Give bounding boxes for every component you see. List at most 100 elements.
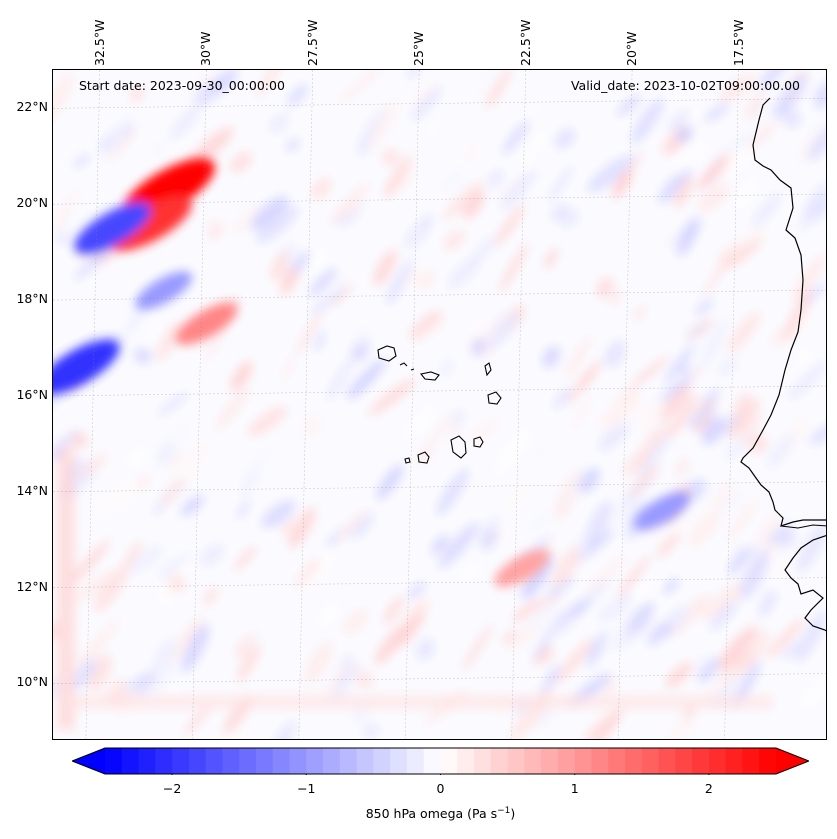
omega-texture-blob [546, 575, 574, 600]
omega-texture-blob [187, 127, 234, 168]
omega-texture-blob [181, 624, 210, 672]
omega-texture-blob [574, 328, 612, 377]
omega-texture-blob [604, 339, 626, 368]
omega-texture-blob [603, 400, 642, 431]
omega-texture-blob [766, 433, 794, 469]
map-canvas [53, 70, 826, 739]
omega-texture-blob [426, 87, 454, 117]
omega-texture-blob [309, 267, 337, 297]
colorbar-segment [524, 748, 542, 774]
omega-texture-blob [367, 98, 400, 150]
omega-texture-blob [542, 346, 561, 368]
omega-texture-blob [415, 638, 435, 661]
omega-texture-blob [502, 120, 530, 155]
omega-texture-blob [749, 433, 768, 454]
omega-texture-blob [612, 169, 633, 199]
omega-texture-blob [195, 218, 218, 247]
omega-texture-blob [330, 284, 353, 306]
omega-texture-blob [168, 574, 186, 593]
omega-texture-blob [790, 345, 812, 386]
omega-texture-blob [431, 534, 449, 555]
omega-texture-blob [671, 393, 698, 433]
colorbar-tick-label: 1 [570, 781, 579, 796]
omega-texture-blob [739, 414, 764, 447]
omega-texture-blob [466, 322, 484, 337]
omega-texture-blob [770, 548, 801, 581]
omega-texture-blob [78, 453, 108, 479]
omega-texture-blob [748, 225, 766, 243]
omega-texture-blob [88, 653, 112, 691]
omega-texture-blob [639, 396, 664, 432]
colorbar-segment [490, 748, 509, 774]
omega-texture-blob [304, 641, 334, 684]
omega-texture-blob [784, 286, 812, 341]
omega-texture-blob [343, 609, 369, 635]
omega-texture-blob [678, 362, 693, 377]
colorbar-segment [423, 748, 441, 774]
omega-texture-blob [426, 118, 442, 137]
omega-texture-blob [255, 70, 283, 98]
omega-feature-descent-18n [135, 271, 193, 310]
omega-texture-blob [447, 255, 482, 289]
omega-texture-blob [752, 192, 782, 228]
omega-texture-blob [627, 463, 661, 498]
lon-tick-label: 30°W [198, 31, 214, 66]
map-area [52, 69, 827, 740]
colorbar-segment [356, 748, 374, 774]
omega-texture-blob [214, 387, 250, 431]
colorbar-segment [323, 748, 341, 774]
omega-texture-blob [386, 259, 414, 305]
omega-texture-blob [689, 511, 721, 547]
colorbar-segment [675, 748, 693, 774]
omega-texture-blob [746, 121, 777, 152]
omega-texture-blob [676, 217, 700, 256]
omega-texture-blob [729, 545, 756, 575]
omega-texture-blob [809, 421, 826, 445]
colorbar [72, 747, 809, 775]
omega-texture-blob [578, 468, 600, 493]
omega-texture-blob [438, 522, 480, 569]
omega-texture-blob [473, 235, 497, 262]
omega-texture-blob [70, 658, 97, 690]
omega-texture-blob [245, 613, 294, 651]
omega-texture-blob [126, 446, 146, 470]
omega-texture-blob [796, 521, 826, 574]
colorbar-tick-label: −2 [162, 781, 182, 796]
omega-texture-blob [403, 219, 432, 249]
omega-texture-blob [122, 388, 160, 424]
omega-texture-blob [236, 501, 251, 519]
omega-texture-blob [783, 109, 801, 128]
colorbar-segment [105, 748, 123, 774]
omega-texture-blob [352, 323, 374, 346]
omega-texture-blob [795, 610, 826, 663]
omega-texture-blob [687, 321, 706, 339]
parallel-line [53, 385, 826, 397]
omega-texture-blob [548, 614, 575, 637]
omega-texture-blob [597, 422, 630, 452]
omega-texture-blob [300, 415, 322, 439]
lat-tick-label: 14°N [16, 482, 48, 498]
omega-texture-blob [668, 109, 689, 132]
omega-texture-blob [622, 451, 648, 476]
omega-feature-ascent-band-17n [175, 303, 238, 345]
omega-texture-blob [801, 667, 826, 710]
omega-texture-blob [441, 169, 463, 193]
colorbar-segment [289, 748, 307, 774]
omega-texture-blob [734, 176, 758, 208]
omega-texture-blob [550, 204, 569, 220]
colorbar-segment [457, 748, 475, 774]
omega-texture-blob [728, 398, 761, 438]
omega-texture-blob [656, 533, 681, 558]
omega-texture-blob [584, 249, 608, 271]
omega-texture-blob [457, 562, 483, 586]
lon-tick-label: 17.5°W [730, 19, 746, 66]
omega-texture-blob [485, 70, 512, 110]
omega-texture-blob [240, 464, 261, 500]
omega-texture-blob [362, 722, 380, 739]
omega-texture-blob [696, 153, 728, 192]
lon-tick-label: 20°W [624, 31, 640, 66]
omega-texture-blob [439, 358, 455, 378]
omega-texture-blob [53, 142, 84, 170]
omega-texture-blob [733, 392, 752, 417]
omega-texture-blob [502, 629, 517, 645]
